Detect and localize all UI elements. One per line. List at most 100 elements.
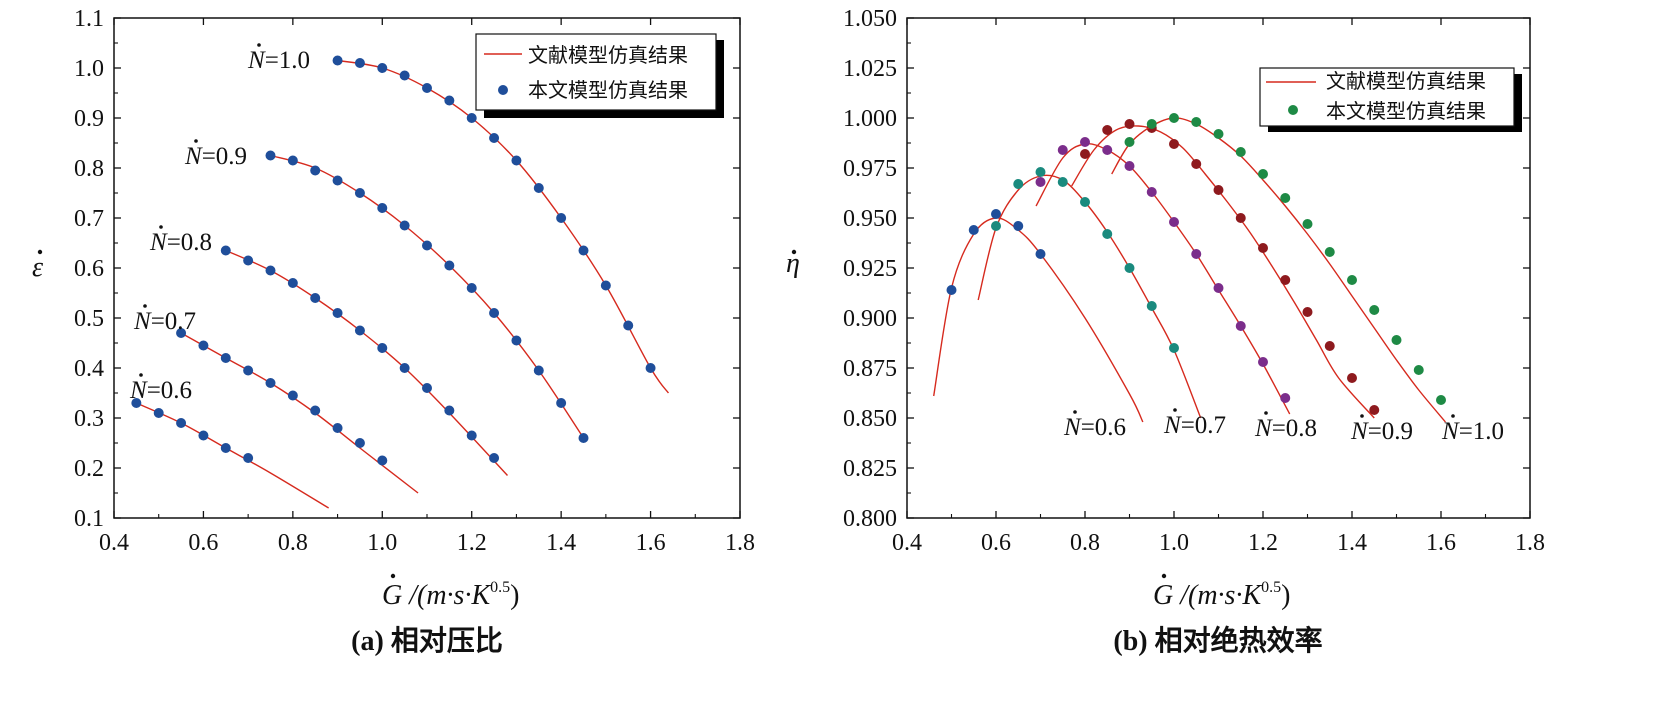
y-axis-title-dot-b	[791, 249, 797, 255]
data-point-N=1.0	[1436, 395, 1446, 405]
data-point-N=1.0	[1413, 365, 1424, 375]
y-tick-label: 0.8	[74, 156, 104, 182]
data-point-N=0.9	[1191, 159, 1202, 169]
data-point-N=1.0	[1213, 129, 1224, 139]
data-point-N=0.9	[1102, 125, 1113, 135]
data-point-N=0.6	[220, 443, 231, 453]
series-line-N=1.0	[1111, 117, 1446, 423]
y-tick-label: 0.6	[74, 256, 104, 282]
data-point-N=0.9	[1347, 373, 1357, 383]
data-point-N=1.0	[1324, 247, 1335, 257]
data-point-N=0.9	[265, 150, 276, 161]
y-tick-label: 0.4	[74, 356, 104, 382]
data-point-N=0.8	[354, 325, 365, 336]
data-point-N=0.9	[1280, 275, 1291, 285]
x-axis-title-close-a: )	[510, 580, 519, 611]
caption-b: (b) 相对绝热效率	[1113, 624, 1322, 657]
data-point-N=0.8	[1280, 393, 1291, 403]
data-point-N=0.9	[1324, 341, 1335, 351]
series-label-N=0.8: N=0.8	[149, 229, 212, 256]
legend-box-b	[1259, 67, 1515, 127]
series-label-N=0.9: N=0.9	[1350, 418, 1413, 445]
data-point-N=0.8	[1169, 217, 1179, 227]
x-tick-label: 1.6	[1426, 530, 1456, 556]
y-axis-title-b: η	[786, 248, 800, 279]
data-point-N=1.0	[600, 280, 611, 291]
data-point-N=0.8	[1035, 177, 1046, 187]
data-point-N=0.9	[377, 203, 388, 213]
data-point-N=0.7	[1169, 343, 1179, 353]
data-point-N=0.7	[220, 353, 231, 363]
y-tick-label: 1.1	[74, 6, 104, 32]
data-point-N=0.6	[153, 408, 164, 418]
data-point-N=1.0	[511, 155, 522, 166]
data-point-N=0.7	[310, 405, 321, 416]
data-point-N=0.9	[310, 165, 321, 176]
data-point-N=0.9	[332, 175, 343, 186]
data-point-N=0.7	[287, 390, 298, 401]
data-point-N=0.9	[1169, 139, 1179, 149]
data-point-N=1.0	[399, 70, 410, 81]
series-label-N=0.8: N=0.8	[1254, 415, 1317, 442]
series-label-N=1.0: N=1.0	[247, 47, 310, 74]
data-point-N=1.0	[1191, 117, 1202, 127]
legend-b: 文献模型仿真结果 本文模型仿真结果	[1259, 67, 1522, 132]
data-point-N=0.8	[377, 343, 388, 353]
y-tick-label: 0.800	[843, 506, 897, 532]
caption-a: (a) 相对压比	[351, 625, 503, 657]
data-point-N=0.8	[332, 308, 343, 318]
data-point-N=0.8	[1146, 187, 1157, 197]
x-tick-label: 1.0	[367, 530, 397, 556]
data-point-N=0.7	[991, 221, 1001, 231]
data-point-N=0.6	[946, 285, 957, 295]
data-point-N=1.0	[1302, 219, 1313, 229]
data-point-N=0.6	[176, 418, 187, 428]
y-tick-label: 0.975	[843, 156, 897, 182]
data-point-N=0.9	[1080, 149, 1090, 159]
data-point-N=0.9	[1369, 405, 1380, 415]
data-point-N=0.9	[1302, 307, 1313, 317]
data-point-N=0.7	[1080, 197, 1090, 207]
legend-box-a	[475, 33, 717, 111]
data-point-N=0.9	[422, 240, 432, 251]
y-tick-label: 0.7	[74, 206, 104, 232]
data-point-N=0.7	[1146, 301, 1157, 311]
x-tick-label: 1.4	[546, 530, 576, 556]
data-point-N=1.0	[466, 113, 477, 123]
x-tick-label: 0.6	[981, 530, 1011, 556]
data-point-N=0.8	[422, 383, 432, 393]
series-label-dot	[1073, 410, 1077, 414]
panel-b: 0.4 0.6 0.8 1.0 1.2 1.4 1.6 1.8 0.800 0.825 0.850 0…	[786, 6, 1545, 657]
data-point-N=1.0	[422, 83, 432, 93]
data-point-N=0.8	[444, 405, 455, 416]
y-tick-label: 0.3	[74, 406, 104, 432]
series-label-N=0.7: N=0.7	[133, 308, 196, 335]
data-point-N=0.8	[466, 430, 477, 441]
data-point-N=1.0	[556, 213, 567, 223]
legend-line-label-b: 文献模型仿真结果	[1326, 70, 1486, 93]
data-point-N=0.7	[198, 340, 209, 351]
data-point-N=0.8	[1191, 249, 1202, 259]
data-point-N=0.6	[243, 453, 254, 463]
data-point-N=0.8	[1080, 137, 1090, 147]
y-tick-label: 1.000	[843, 106, 897, 132]
data-point-N=0.9	[533, 365, 544, 376]
x-tick-label: 0.8	[278, 530, 308, 556]
legend-marker-label-b: 本文模型仿真结果	[1326, 100, 1486, 123]
data-point-N=1.0	[489, 133, 500, 143]
data-point-N=0.9	[1235, 213, 1246, 223]
series-line-N=0.6	[136, 402, 329, 509]
data-point-N=0.8	[1102, 145, 1113, 155]
data-point-N=0.7	[1057, 177, 1068, 187]
x-axis-title-dot-a	[390, 573, 396, 579]
data-point-N=0.8	[265, 265, 276, 276]
series-label-dot	[194, 139, 198, 143]
series-label-N=0.6: N=0.6	[129, 377, 192, 404]
legend-marker-swatch-b	[1288, 105, 1298, 115]
x-axis-title-sup-b: 0.5	[1261, 579, 1281, 596]
series-line-N=0.6	[933, 217, 1144, 423]
data-point-N=1.0	[1280, 193, 1291, 203]
data-point-N=1.0	[1258, 169, 1268, 179]
data-point-N=0.6	[1035, 249, 1046, 259]
